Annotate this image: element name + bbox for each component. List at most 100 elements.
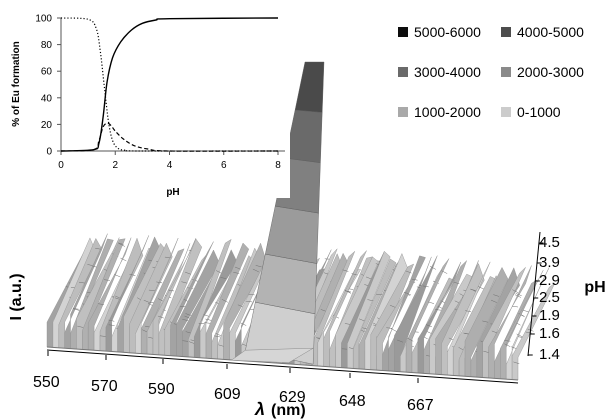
surface-texture [221, 299, 228, 303]
surface-texture [181, 281, 188, 284]
inset-chart: 0 20 40 60 80 100 0 2 4 6 8 % of Eu formation pH [0, 0, 290, 198]
surface-texture [182, 340, 189, 342]
surface-texture [515, 293, 522, 297]
surface-texture [214, 335, 221, 338]
surface-texture [407, 337, 414, 342]
surface-texture [425, 324, 432, 328]
surface-texture [344, 323, 351, 325]
surface-texture [198, 322, 205, 325]
surface-texture [117, 242, 124, 245]
legend-label: 3000-4000 [414, 64, 481, 80]
surface-z-tick-label: 2.9 [539, 272, 560, 289]
legend: 5000-6000 4000-5000 3000-4000 2000-3000 1000… [398, 24, 584, 120]
surface-peak-base [230, 347, 315, 363]
inset-y-tick-label: 60 [41, 67, 53, 78]
surface-texture [95, 247, 102, 250]
legend-label: 2000-3000 [517, 64, 584, 80]
inset-y-ticks: 0 20 40 60 80 100 [35, 14, 61, 158]
surface-texture [252, 268, 259, 273]
surface-texture [72, 308, 79, 310]
inset-y-tick-label: 100 [35, 14, 52, 25]
surface-texture [490, 299, 497, 303]
surface-z-tick-label: 3.9 [539, 254, 560, 271]
surface-texture [483, 350, 490, 353]
surface-texture [220, 277, 227, 279]
surface-texture [108, 324, 115, 326]
surface-texture [240, 322, 247, 326]
surface-texture [78, 281, 85, 284]
legend-swatch [501, 67, 511, 77]
surface-texture [185, 271, 191, 275]
surface-texture [477, 286, 485, 290]
surface-texture [344, 290, 351, 292]
surface-x-tick-label: 570 [91, 378, 118, 395]
surface-texture [234, 266, 241, 270]
surface-texture [504, 340, 511, 342]
surface-texture [386, 327, 393, 329]
surface-z-axis-line [527, 231, 541, 357]
surface-strips [46, 233, 556, 381]
surface-peak-band [265, 205, 319, 264]
surface-x-tick-label: 590 [148, 381, 175, 398]
legend-swatch [398, 27, 408, 37]
surface-texture [97, 303, 104, 305]
inset-x-ticks: 0 2 4 6 8 [58, 151, 281, 171]
surface-texture [522, 309, 529, 313]
surface-z-tick-label: 4.5 [539, 234, 560, 251]
surface-texture [148, 289, 155, 291]
surface-x-tick-label: 550 [33, 374, 60, 391]
surface-texture [184, 315, 191, 319]
surface-texture [351, 273, 358, 276]
surface-texture [365, 276, 372, 280]
surface-texture [404, 292, 412, 296]
surface-texture [103, 279, 110, 281]
surface-texture [516, 333, 523, 338]
inset-x-tick-label: 0 [58, 160, 64, 171]
surface-texture [205, 318, 212, 321]
surface-x-axis-unit: (nm) [271, 402, 306, 419]
legend-swatch [398, 107, 408, 117]
legend-swatch [398, 67, 408, 77]
surface-texture [435, 309, 442, 311]
surface-texture [114, 274, 121, 278]
surface-texture [504, 343, 511, 347]
surface-texture [179, 305, 186, 307]
surface-texture [73, 308, 80, 311]
surface-y-axis-label: I (a.u.) [8, 273, 25, 320]
inset-x-axis-label: pH [166, 187, 179, 198]
surface-z-tick-label: 1.6 [539, 325, 560, 342]
surface-peak-band [284, 109, 323, 163]
surface-texture [441, 270, 448, 274]
surface-texture [493, 294, 500, 297]
surface-texture [218, 344, 225, 347]
surface-texture [255, 265, 262, 268]
inset-x-tick-label: 8 [275, 160, 281, 171]
surface-texture [465, 310, 472, 312]
legend-label: 1000-2000 [414, 104, 481, 120]
surface-texture [108, 319, 115, 322]
surface-texture [389, 304, 396, 308]
surface-z-axis-label: pH [584, 279, 605, 296]
legend-swatch [501, 27, 511, 37]
surface-front-edge [46, 346, 519, 381]
surface-z-tick-label: 1.4 [539, 346, 560, 363]
surface-texture [129, 273, 136, 276]
surface-z-tick-label: 2.5 [539, 289, 560, 306]
inset-x-tick-label: 2 [112, 160, 118, 171]
surface-x-axis: 550 570 590 609 629 648 667 [33, 349, 519, 414]
inset-background [0, 0, 290, 198]
surface-x-tick-label: 667 [407, 397, 434, 414]
surface-texture [246, 300, 253, 303]
legend-label: 5000-6000 [414, 24, 481, 40]
surface-texture [168, 289, 175, 292]
surface-texture [120, 257, 127, 262]
surface-texture [143, 299, 150, 303]
surface-texture [405, 270, 412, 274]
surface-texture [182, 319, 189, 321]
surface-texture [514, 294, 522, 298]
inset-series-line-dotted [60, 17, 279, 152]
surface-texture [185, 313, 192, 316]
surface-texture [512, 289, 519, 293]
surface-texture [512, 305, 519, 308]
surface-texture [77, 325, 84, 328]
